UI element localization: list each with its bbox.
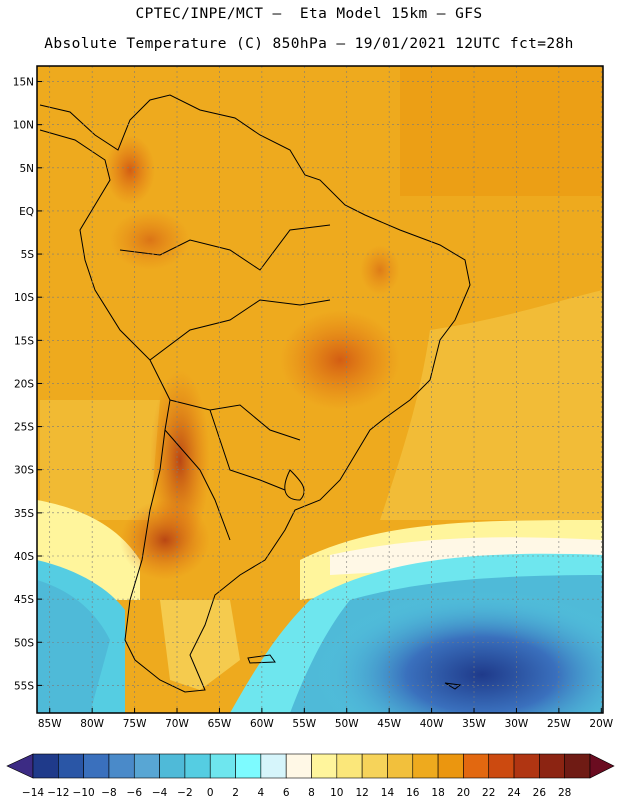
colorbar-bin (285, 753, 312, 779)
colorbar-over-arrow (589, 753, 615, 779)
colorbar-label: 28 (558, 787, 571, 799)
lon-label: 50W (335, 718, 359, 730)
colorbar-bin (311, 753, 338, 779)
colorbar-label: 4 (258, 787, 265, 799)
colorbar-bin (235, 753, 262, 779)
colorbar-bin (184, 753, 211, 779)
lat-label: 5S (21, 249, 35, 261)
lon-label: 60W (250, 718, 274, 730)
lon-label: 35W (462, 718, 486, 730)
colorbar-bin (83, 753, 110, 779)
colorbar-label: 22 (482, 787, 495, 799)
colorbar-label: 26 (533, 787, 547, 799)
colorbar-bin (133, 753, 160, 779)
colorbar-label: 20 (457, 787, 470, 799)
lat-label: 15N (13, 77, 34, 89)
lon-label: 20W (589, 718, 613, 730)
colorbar-label: 24 (507, 787, 521, 799)
colorbar-bin (488, 753, 515, 779)
colorbar-bin (437, 753, 464, 779)
colorbar-label: 6 (283, 787, 290, 799)
lat-label: 10N (13, 120, 34, 132)
lat-label: 5N (19, 163, 34, 175)
colorbar-label: −10 (73, 787, 95, 799)
continent-outline (39, 94, 471, 693)
colorbar-bin (387, 753, 414, 779)
colorbar-label: −2 (177, 787, 192, 799)
lon-label: 75W (123, 718, 147, 730)
lat-label: 10S (14, 292, 34, 304)
colorbar-label: −12 (47, 787, 69, 799)
lat-label: 45S (14, 594, 34, 606)
lon-label: 40W (420, 718, 444, 730)
colorbar-bin (412, 753, 439, 779)
lat-label: 30S (14, 465, 34, 477)
lon-label: 65W (208, 718, 232, 730)
colorbar-bin (539, 753, 565, 779)
colorbar-bin (32, 753, 59, 779)
colorbar-bin (361, 753, 388, 779)
colorbar-bin (463, 753, 490, 779)
lat-label: 15S (14, 335, 34, 347)
colorbar-bin (513, 753, 540, 779)
lon-label: 70W (165, 718, 189, 730)
lon-label: 85W (38, 718, 62, 730)
lon-label: 25W (547, 718, 571, 730)
colorbar-bin (58, 753, 84, 779)
map-title-line1: CPTEC/INPE/MCT – Eta Model 15km – GFS (135, 6, 483, 22)
lat-label: 55S (14, 680, 34, 692)
colorbar-bin (564, 753, 591, 779)
colorbar-labels: −14 −12 −10 −8 −6 −4 −2 0 2 4 6 8 10 12 14 16 18 20 22 24 26… (22, 787, 571, 799)
colorbar-bin (159, 753, 186, 779)
lat-label: EQ (19, 206, 34, 218)
map-field (37, 66, 603, 713)
lon-label: 30W (505, 718, 529, 730)
lon-label: 45W (377, 718, 401, 730)
colorbar-label: 2 (232, 787, 239, 799)
colorbar-bin (209, 753, 236, 779)
lat-label: 25S (14, 422, 34, 434)
colorbar-bin (260, 753, 287, 779)
colorbar-label: −4 (152, 787, 168, 799)
lat-label: 40S (14, 551, 34, 563)
lon-label: 55W (292, 718, 316, 730)
lat-label: 20S (14, 378, 34, 390)
colorbar-under-arrow (6, 753, 34, 779)
colorbar-label: 12 (355, 787, 368, 799)
colorbar-label: 18 (431, 787, 444, 799)
colorbar-bin (108, 753, 135, 779)
colorbar-label: −14 (22, 787, 44, 799)
colorbar-label: −8 (101, 787, 116, 799)
lat-label: 50S (14, 637, 34, 649)
colorbar-label: 14 (381, 787, 395, 799)
graticule (37, 66, 603, 713)
colorbar-label: 0 (207, 787, 214, 799)
latitude-labels: 15N 10N 5N EQ 5S 10S 15S 20S 25S 30S 35S 40S 45S 50S 5… (13, 77, 42, 692)
longitude-labels: 85W 80W 75W 70W 65W 60W 55W 50W 45W 40W 35W 30W 25W 2… (38, 708, 614, 730)
lat-label: 35S (14, 508, 34, 520)
colorbar-bin (336, 753, 363, 779)
map-title-line2: Absolute Temperature (C) 850hPa – 19/01/… (44, 36, 574, 52)
colorbar-label: 16 (406, 787, 420, 799)
lon-label: 80W (80, 718, 104, 730)
colorbar-label: 10 (330, 787, 343, 799)
colorbar-label: −6 (127, 787, 143, 799)
colorbar (6, 753, 615, 779)
colorbar-label: 8 (308, 787, 315, 799)
map-frame (36, 65, 604, 714)
